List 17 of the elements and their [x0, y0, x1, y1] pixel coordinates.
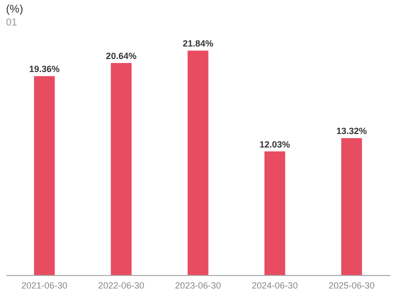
bar — [264, 151, 286, 275]
bar — [34, 76, 55, 275]
x-tick-label: 2022-06-30 — [98, 280, 144, 290]
data-label: 21.84% — [182, 38, 214, 49]
data-label: 20.64% — [106, 50, 136, 61]
chart-subtitle: 01 — [6, 18, 18, 29]
x-tick-label: 2023-06-30 — [174, 280, 222, 290]
x-tick-label: 2025-06-30 — [328, 280, 375, 290]
bar — [110, 62, 132, 275]
chart-title: (%) — [6, 4, 24, 16]
data-label: 12.03% — [260, 139, 290, 150]
data-label: 13.32% — [336, 126, 367, 136]
data-label: 19.36% — [29, 64, 60, 74]
x-tick-label: 2024-06-30 — [252, 280, 298, 290]
x-tick-label: 2021-06-30 — [21, 280, 68, 290]
bar — [188, 50, 208, 275]
bar — [341, 138, 362, 275]
